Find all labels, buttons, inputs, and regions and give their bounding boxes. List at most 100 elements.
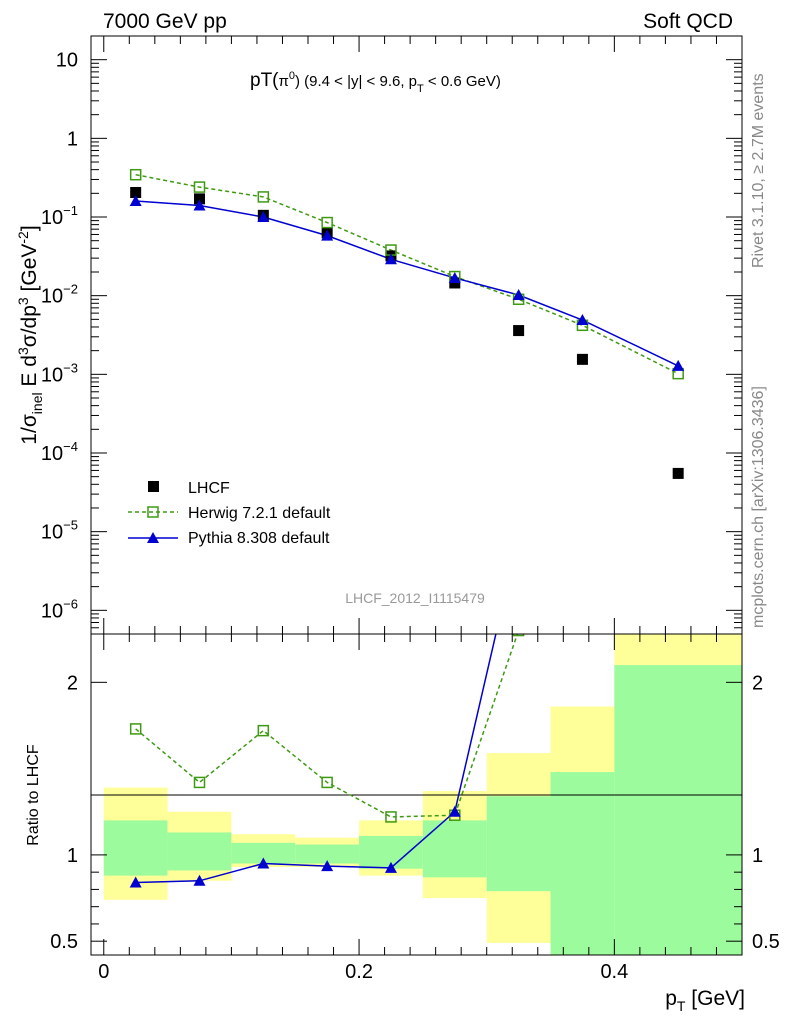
title-sub: T (417, 83, 424, 95)
ratio-pythia-point (384, 861, 397, 873)
main-y-tick-base: 10 (41, 443, 63, 465)
pythia-point (512, 288, 525, 300)
legend-marker-pythia (147, 532, 159, 543)
ratio-pythia-point (257, 857, 270, 869)
lhcf-point (576, 353, 588, 365)
pythia-point (193, 199, 206, 211)
ratio-band-inner (486, 796, 551, 892)
ratio-pythia-point (321, 860, 334, 872)
pythia-point (448, 271, 461, 283)
pythia-point (257, 211, 270, 223)
rivet-label: Rivet 3.1.10, ≥ 2.7M events (750, 73, 767, 268)
ratio-herwig-point (129, 723, 142, 735)
ratio-y-tick-label: 2 (67, 672, 78, 694)
main-y-tick-base: 10 (41, 522, 63, 544)
ratio-band-inner (231, 842, 296, 864)
lhcf-point (449, 277, 461, 289)
legend-label-pythia: Pythia 8.308 default (188, 530, 330, 547)
main-y-tick-label: 10−2 (41, 282, 78, 308)
header-right: Soft QCD (643, 10, 733, 33)
ratio-clipped-group (129, 530, 525, 888)
main-y-tick-exponent: −3 (63, 360, 78, 375)
ratio-band-inner (167, 832, 232, 871)
ratio-herwig-point (512, 634, 525, 637)
main-y-tick-exponent: −6 (63, 596, 78, 611)
ratio-band-inner (550, 772, 615, 955)
main-y-tick-base: 1 (67, 128, 78, 150)
legend-marker-herwig (147, 506, 159, 518)
title-main: pT( (250, 70, 279, 91)
analysis-id: LHCF_2012_I1115479 (345, 590, 485, 606)
ratio-band-inner (614, 665, 742, 955)
main-y-tick-label: 10−5 (41, 518, 78, 544)
main-y-tick-exponent: −1 (63, 203, 78, 218)
main-y-tick-exponent: −2 (63, 282, 78, 297)
ylabel-sup2: 3 (15, 297, 31, 305)
main-y-tick-base: 10 (41, 364, 63, 386)
title-tail: < 0.6 GeV) (424, 73, 501, 90)
ratio-panel: 0 0.2 0.4 0.5 0.5 1 1 2 2 Ratio to LHCF (25, 530, 780, 983)
lhcf-point (194, 193, 205, 205)
ratio-pythia-point (513, 530, 525, 541)
legend: LHCF Herwig 7.2.1 default Pythia 8.308 d… (128, 480, 331, 547)
herwig-line (135, 173, 679, 375)
lhcf-point (513, 325, 525, 337)
title-range: (9.4 < |y| < 9.6, p (300, 73, 417, 90)
main-y-tick-exponent: −4 (63, 439, 78, 454)
ratio-series (129, 530, 525, 888)
herwig-point (129, 168, 142, 181)
legend-marker-lhcf (148, 481, 159, 492)
xlabel-sub: T (677, 998, 686, 1014)
main-y-tick-label: 10 (56, 50, 78, 72)
ratio-y-tick-label-right: 2 (752, 672, 763, 694)
pythia-point (672, 359, 685, 371)
pythia-line (135, 200, 679, 367)
herwig-point (257, 191, 270, 203)
ylabel-sup1: 3 (15, 347, 31, 355)
ratio-herwig-point (385, 811, 397, 823)
main-y-tick-base: 10 (56, 50, 78, 72)
ylabel-sup3: -2 (15, 231, 31, 244)
main-y-tick-base: 10 (41, 286, 63, 308)
ratio-band-inner (295, 844, 360, 864)
ylabel-e: ] (18, 225, 41, 231)
xlabel-b: [GeV] (685, 987, 745, 1010)
ratio-axes: 0 0.2 0.4 0.5 0.5 1 1 2 2 (50, 634, 780, 983)
ratio-herwig-line (135, 634, 519, 818)
ratio-pythia-point (448, 805, 461, 817)
pythia-point (129, 194, 142, 206)
main-y-tick-label: 10−4 (41, 439, 78, 465)
ratio-pythia-point (193, 874, 206, 886)
lhcf-point (130, 186, 142, 198)
main-y-tick-base: 10 (41, 600, 63, 622)
legend-label-herwig: Herwig 7.2.1 default (188, 505, 331, 522)
ratio-band-inner (422, 820, 487, 878)
ratio-y-tick-label-right: 0.5 (752, 931, 780, 953)
pythia-point (321, 229, 334, 241)
main-y-tick-label: 1 (67, 128, 78, 150)
ratio-x-tick-label: 0.4 (600, 961, 628, 983)
ratio-pythia-point (129, 876, 142, 888)
ylabel-sub: inel (29, 392, 45, 414)
plot-title: pT(π0) (9.4 < |y| < 9.6, pT < 0.6 GeV) (250, 70, 501, 95)
main-y-tick-label: 10−1 (41, 203, 78, 229)
ratio-x-tick-label: 0 (98, 961, 109, 983)
mcplots-label: mcplots.cern.ch [arXiv:1306.3436] (750, 386, 767, 628)
header-left: 7000 GeV pp (103, 10, 227, 33)
title-pi: π (279, 73, 289, 90)
ratio-herwig-point (257, 724, 270, 737)
main-y-tick-label: 10−3 (41, 360, 78, 386)
title-zero: 0 (289, 70, 295, 82)
ratio-y-tick-label: 1 (67, 845, 78, 867)
pythia-point (576, 314, 589, 326)
ratio-y-tick-label-right: 1 (752, 845, 763, 867)
ratio-y-tick-label: 0.5 (50, 931, 78, 953)
legend-label-lhcf: LHCF (188, 480, 230, 497)
ratio-band-inner (103, 820, 168, 876)
ratio-herwig-point (193, 776, 206, 789)
main-y-tick-label: 10−6 (41, 596, 78, 622)
ylabel-c: σ/dp (18, 305, 41, 347)
pythia-point (384, 253, 397, 265)
